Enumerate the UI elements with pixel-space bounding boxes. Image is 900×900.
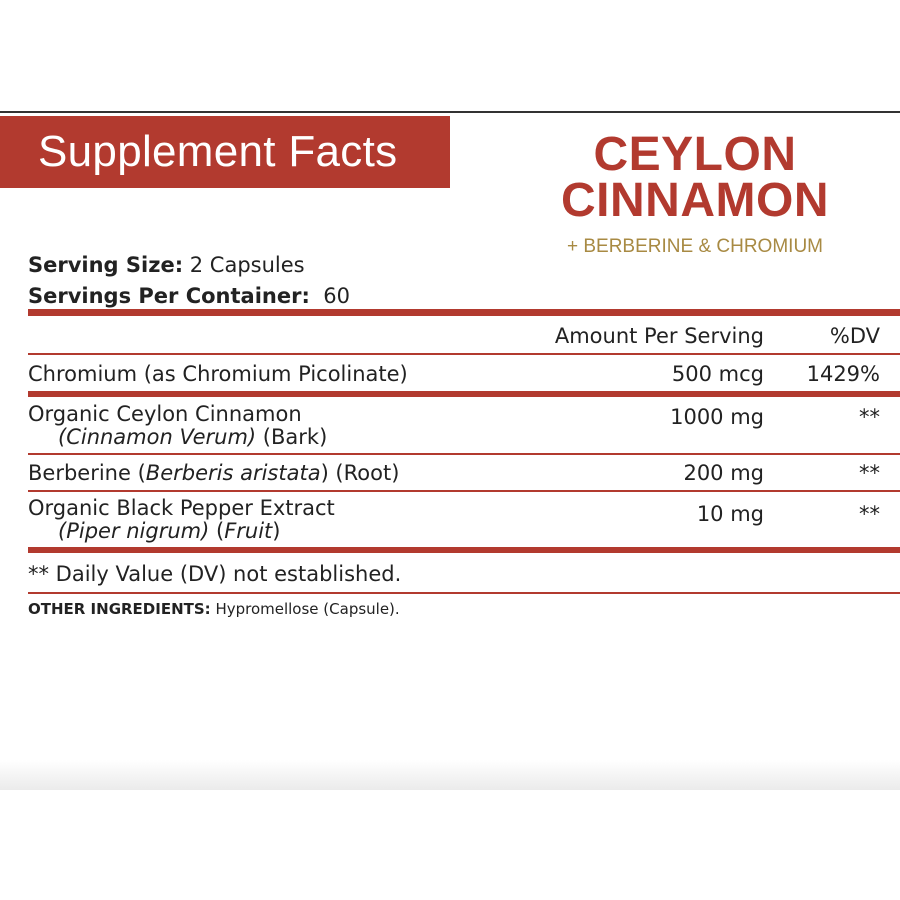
- ingredient-name-pre: Berberine (: [28, 461, 146, 485]
- divider-thin: [28, 453, 900, 455]
- divider-thin: [28, 490, 900, 492]
- ingredient-part-open: (: [209, 519, 225, 543]
- serving-size-value: 2 Capsules: [183, 253, 305, 277]
- other-ingredients-value: Hypromellose (Capsule).: [210, 600, 400, 618]
- bottom-shadow: [0, 760, 900, 790]
- other-ingredients: OTHER INGREDIENTS: Hypromellose (Capsule…: [28, 600, 400, 618]
- ingredient-subname: (Piper nigrum) (Fruit): [58, 519, 281, 543]
- serving-size: Serving Size: 2 Capsules: [28, 252, 305, 278]
- column-header-amount: Amount Per Serving: [554, 324, 764, 348]
- ingredient-amount: 500 mcg: [671, 362, 764, 386]
- ingredient-dv: **: [859, 502, 880, 526]
- brand-title: CEYLON CINNAMON: [540, 128, 850, 227]
- divider-thick: [28, 309, 900, 316]
- top-border-line: [0, 111, 900, 113]
- servings-per-container-label: Servings Per Container:: [28, 284, 310, 308]
- ingredient-dv: **: [859, 461, 880, 485]
- divider-medium: [28, 547, 900, 553]
- ingredient-amount: 200 mg: [683, 461, 764, 485]
- serving-size-label: Serving Size:: [28, 253, 184, 277]
- column-header-dv: %DV: [829, 324, 880, 348]
- ingredient-name: Chromium (as Chromium Picolinate): [28, 362, 408, 386]
- divider-thin: [28, 592, 900, 594]
- ingredient-name-post: ) (Root): [320, 461, 400, 485]
- supplement-facts-title: Supplement Facts: [38, 127, 398, 176]
- ingredient-latin-name: (Cinnamon Verum): [58, 425, 257, 449]
- ingredient-amount: 1000 mg: [670, 405, 764, 429]
- ingredient-amount: 10 mg: [696, 502, 764, 526]
- divider-medium: [28, 391, 900, 397]
- ingredient-latin-name: (Piper nigrum): [58, 519, 210, 543]
- footnote: ** Daily Value (DV) not established.: [28, 562, 402, 586]
- ingredient-part: Fruit: [224, 519, 273, 543]
- servings-per-container: Servings Per Container: 60: [28, 283, 350, 309]
- ingredient-name: Organic Black Pepper Extract: [28, 496, 335, 520]
- ingredient-part: (Bark): [256, 425, 328, 449]
- other-ingredients-label: OTHER INGREDIENTS:: [28, 600, 211, 618]
- supplement-facts-banner: Supplement Facts: [0, 116, 450, 188]
- ingredient-dv: **: [859, 405, 880, 429]
- brand-line-2: CINNAMON: [561, 174, 829, 227]
- ingredient-subname: (Cinnamon Verum) (Bark): [58, 425, 327, 449]
- ingredient-name: Berberine (Berberis aristata) (Root): [28, 461, 399, 485]
- ingredient-part-close: ): [272, 519, 281, 543]
- brand-subtitle: + BERBERINE & CHROMIUM: [566, 236, 823, 257]
- ingredient-dv: 1429%: [806, 362, 880, 386]
- servings-per-container-value: 60: [309, 284, 350, 308]
- divider-thin: [28, 353, 900, 355]
- brand-line-1: CEYLON: [593, 128, 797, 181]
- ingredient-latin-name: Berberis aristata: [145, 461, 321, 485]
- ingredient-name: Organic Ceylon Cinnamon: [28, 402, 302, 426]
